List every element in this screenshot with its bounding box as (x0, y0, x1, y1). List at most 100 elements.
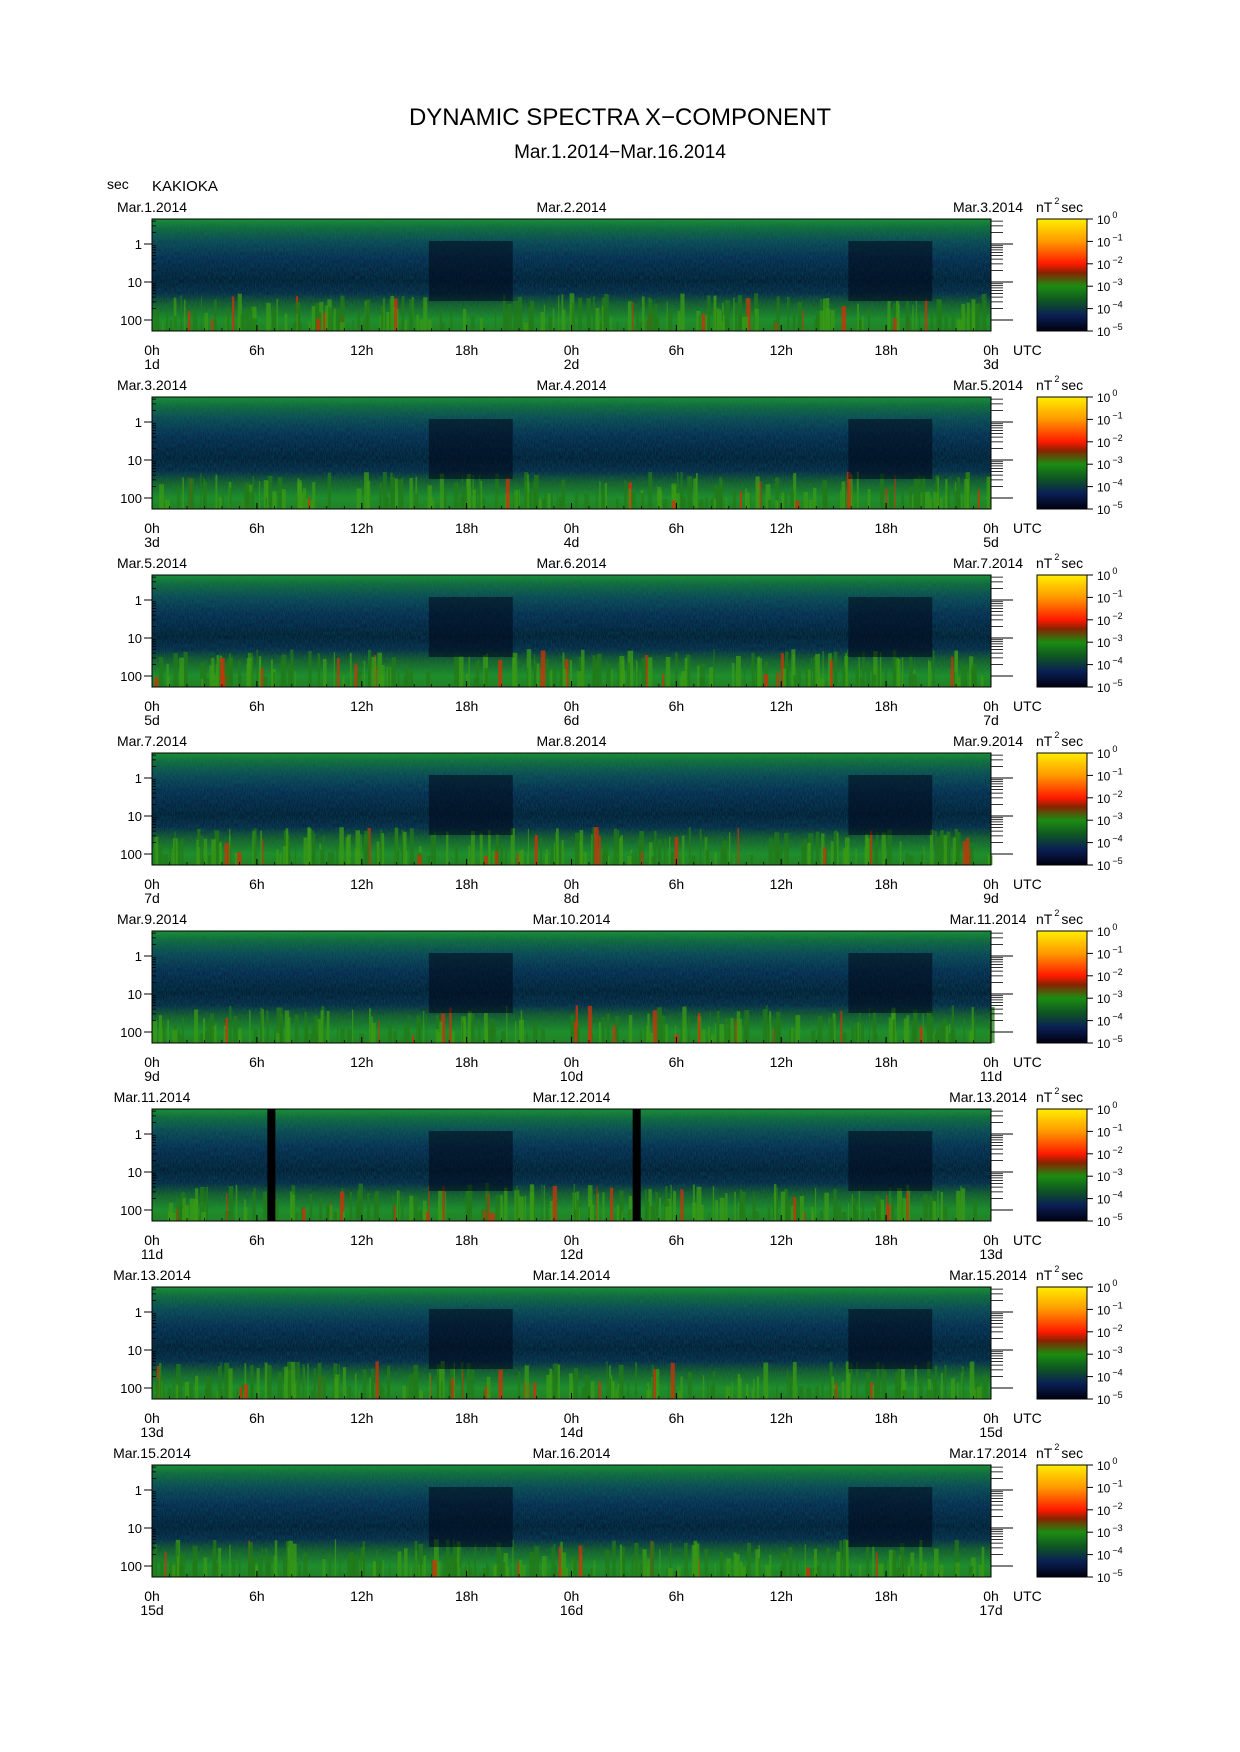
activity-burst (551, 1375, 554, 1399)
activity-burst (326, 1011, 330, 1043)
activity-burst (352, 1009, 354, 1043)
activity-burst (960, 662, 963, 687)
activity-burst (563, 669, 567, 687)
x-tick-label: 12h (770, 698, 793, 714)
activity-burst (240, 314, 245, 331)
panel-7: Mar.13.2014 Mar.14.2014 Mar.15.20141101000… (113, 1264, 1123, 1440)
activity-burst (715, 308, 720, 331)
activity-burst (830, 1017, 834, 1043)
activity-burst (409, 828, 414, 865)
activity-burst (624, 480, 627, 509)
activity-burst (721, 310, 723, 331)
activity-burst (591, 834, 593, 865)
activity-burst (872, 1011, 877, 1043)
activity-burst (655, 317, 660, 331)
activity-burst (802, 310, 804, 331)
activity-burst (364, 472, 369, 509)
activity-burst (939, 1564, 944, 1577)
activity-burst (628, 1195, 633, 1221)
activity-burst (528, 492, 533, 509)
activity-burst (454, 655, 459, 687)
activity-burst (342, 1211, 345, 1221)
activity-burst (846, 472, 851, 509)
activity-burst (842, 848, 847, 865)
activity-burst (162, 1378, 165, 1399)
activity-burst (753, 1379, 755, 1399)
activity-burst (881, 832, 886, 865)
colorbar-tick-label: 10 0 (1097, 1278, 1117, 1295)
activity-burst (507, 303, 512, 331)
activity-burst (616, 1205, 620, 1221)
activity-burst (980, 675, 983, 687)
activity-burst (439, 311, 442, 331)
activity-burst (447, 1564, 451, 1577)
activity-burst (187, 477, 190, 509)
activity-burst (358, 1390, 360, 1399)
activity-burst (248, 491, 253, 509)
panel-start-date: Mar.11.2014 (114, 1089, 191, 1105)
x-tick-label: 0h (564, 1054, 580, 1070)
activity-burst (466, 1363, 471, 1399)
activity-burst (261, 1009, 264, 1043)
activity-burst (632, 302, 634, 331)
activity-burst (571, 302, 575, 331)
activity-burst (840, 490, 842, 509)
activity-burst (648, 1189, 652, 1221)
activity-burst (945, 479, 948, 509)
x-tick-label: 6h (669, 1054, 685, 1070)
activity-burst (939, 498, 943, 509)
activity-burst (416, 1015, 420, 1043)
colorbar-tick-label: 10 −4 (1097, 1012, 1123, 1029)
activity-burst (279, 1013, 283, 1043)
activity-burst (750, 854, 753, 865)
activity-burst (850, 1362, 853, 1399)
activity-burst (824, 1192, 829, 1221)
activity-burst (631, 853, 634, 865)
activity-burst (907, 1190, 911, 1221)
colorbar-tick-label: 10 −5 (1097, 500, 1123, 517)
colorbar-tick-label: 10 −1 (1097, 1300, 1123, 1317)
activity-burst (733, 1028, 736, 1043)
activity-burst (912, 674, 917, 687)
activity-burst (201, 678, 204, 687)
y-tick-label: 100 (120, 1025, 142, 1040)
activity-burst (961, 494, 963, 509)
activity-burst (677, 1566, 681, 1577)
activity-burst (934, 1385, 940, 1399)
activity-burst (710, 499, 713, 509)
x-tick-label: 18h (874, 342, 897, 358)
activity-burst (398, 479, 403, 509)
activity-burst (376, 841, 380, 865)
activity-burst (962, 841, 967, 865)
activity-burst (380, 1387, 385, 1399)
activity-burst (971, 1007, 974, 1043)
activity-burst (520, 1021, 523, 1043)
activity-burst (347, 1555, 349, 1577)
activity-burst (439, 473, 444, 509)
colorbar-tick-label: 10 0 (1097, 744, 1117, 761)
activity-burst (380, 829, 382, 865)
spectrogram-activity (159, 471, 991, 509)
quiet-region (428, 1487, 513, 1547)
activity-burst (163, 854, 169, 865)
x-unit-label: UTC (1013, 876, 1042, 892)
activity-burst (317, 1362, 322, 1399)
activity-burst (887, 829, 892, 865)
activity-burst (367, 480, 371, 509)
activity-burst (909, 855, 914, 865)
activity-burst (316, 318, 321, 331)
activity-burst (919, 1026, 923, 1043)
colorbar-unit: nT 2 sec (1036, 1086, 1083, 1105)
activity-burst (577, 671, 582, 687)
panel-start-date: Mar.1.2014 (117, 199, 187, 215)
activity-burst (526, 667, 529, 687)
activity-burst (956, 676, 962, 687)
activity-burst (514, 1021, 517, 1043)
activity-burst (192, 1546, 198, 1577)
activity-burst (578, 297, 582, 331)
activity-burst (470, 1013, 475, 1043)
activity-burst (959, 319, 963, 331)
